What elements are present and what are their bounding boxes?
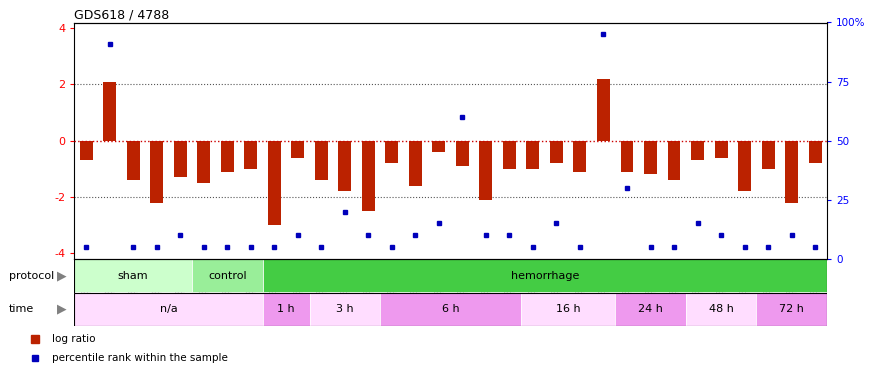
- Bar: [291, 141, 304, 158]
- Bar: [691, 141, 704, 160]
- Text: ▶: ▶: [57, 269, 66, 282]
- Bar: [220, 141, 234, 172]
- Bar: [808, 141, 822, 163]
- Bar: [785, 141, 798, 202]
- Bar: [522, 293, 615, 326]
- Text: ▶: ▶: [57, 303, 66, 316]
- Text: percentile rank within the sample: percentile rank within the sample: [52, 353, 228, 363]
- Text: hemorrhage: hemorrhage: [510, 271, 579, 280]
- Bar: [197, 141, 210, 183]
- Bar: [174, 141, 186, 177]
- Text: log ratio: log ratio: [52, 334, 96, 344]
- Bar: [644, 141, 657, 174]
- Text: control: control: [208, 271, 247, 280]
- Bar: [573, 141, 586, 172]
- Text: GDS618 / 4788: GDS618 / 4788: [74, 8, 170, 21]
- Bar: [244, 141, 257, 169]
- Text: 1 h: 1 h: [277, 304, 295, 314]
- Bar: [103, 82, 116, 141]
- Bar: [192, 260, 262, 292]
- Bar: [597, 79, 610, 141]
- Bar: [339, 141, 351, 191]
- Text: 3 h: 3 h: [336, 304, 354, 314]
- Bar: [761, 141, 774, 169]
- Bar: [615, 293, 686, 326]
- Text: sham: sham: [118, 271, 149, 280]
- Bar: [74, 293, 262, 326]
- Bar: [127, 141, 140, 180]
- Text: 6 h: 6 h: [442, 304, 459, 314]
- Bar: [715, 141, 727, 158]
- Bar: [80, 141, 93, 160]
- Bar: [74, 260, 192, 292]
- Bar: [310, 293, 380, 326]
- Bar: [503, 141, 516, 169]
- Bar: [385, 141, 398, 163]
- Bar: [480, 141, 493, 200]
- Bar: [432, 141, 445, 152]
- Bar: [738, 141, 751, 191]
- Text: 72 h: 72 h: [779, 304, 804, 314]
- Text: 24 h: 24 h: [638, 304, 663, 314]
- Text: n/a: n/a: [159, 304, 178, 314]
- Bar: [620, 141, 634, 172]
- Bar: [409, 141, 422, 186]
- Bar: [262, 260, 827, 292]
- Bar: [527, 141, 539, 169]
- Bar: [456, 141, 469, 166]
- Text: 48 h: 48 h: [709, 304, 733, 314]
- Bar: [315, 141, 328, 180]
- Bar: [150, 141, 163, 202]
- Bar: [756, 293, 827, 326]
- Bar: [550, 141, 563, 163]
- Bar: [362, 141, 374, 211]
- Bar: [686, 293, 756, 326]
- Bar: [668, 141, 681, 180]
- Bar: [262, 293, 310, 326]
- Text: protocol: protocol: [9, 271, 54, 280]
- Bar: [380, 293, 522, 326]
- Bar: [268, 141, 281, 225]
- Text: time: time: [9, 304, 34, 314]
- Text: 16 h: 16 h: [556, 304, 580, 314]
